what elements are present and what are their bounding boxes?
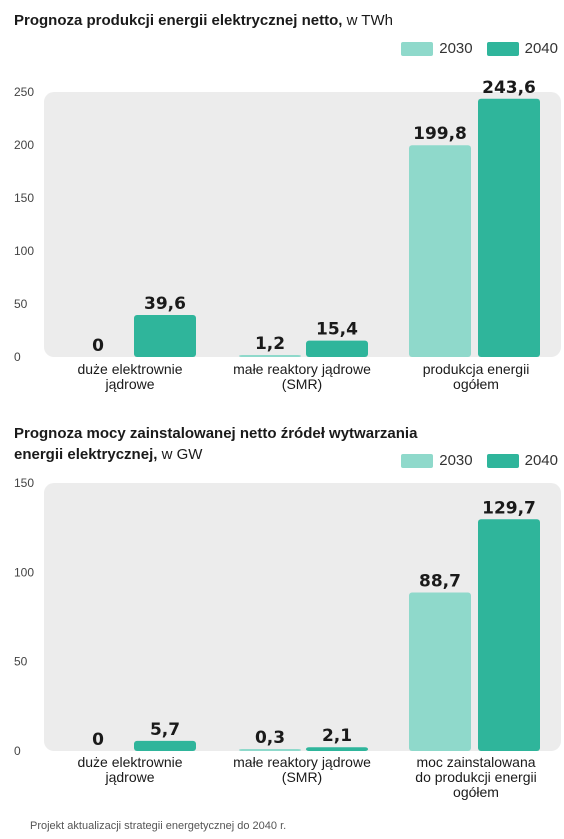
data-label: 15,4 <box>316 320 358 340</box>
chart-energy-production: Prognoza produkcji energii elektrycznej … <box>0 0 564 400</box>
category-label: (SMR) <box>282 769 322 785</box>
bar-2030 <box>239 355 301 357</box>
legend-item-2030: 2030 <box>401 40 473 57</box>
data-label: 39,6 <box>144 294 186 314</box>
category-label: duże elektrownie <box>77 754 182 770</box>
data-label: 1,2 <box>255 334 285 354</box>
legend-item-2030: 2030 <box>401 452 473 469</box>
data-label: 2,1 <box>322 726 352 746</box>
category-label: produkcja energii <box>423 361 530 377</box>
chart-legend: 2030 2040 <box>387 452 558 469</box>
y-tick-label: 100 <box>14 565 34 579</box>
bar-2040 <box>478 98 540 357</box>
legend-item-2040: 2040 <box>486 452 558 469</box>
y-tick-label: 150 <box>14 191 34 205</box>
legend-swatch-2030 <box>401 41 434 56</box>
data-label: 243,6 <box>482 78 536 98</box>
category-label: małe reaktory jądrowe <box>233 361 371 377</box>
y-tick-label: 200 <box>14 138 34 152</box>
y-tick-label: 250 <box>14 85 34 99</box>
data-label: 5,7 <box>150 720 180 740</box>
category-label: jądrowe <box>104 769 154 785</box>
legend-label-2040: 2040 <box>524 40 558 57</box>
bar-2030 <box>409 145 471 357</box>
bar-2040 <box>306 340 368 357</box>
category-label: duże elektrownie <box>77 361 182 377</box>
y-tick-label: 100 <box>14 244 34 258</box>
bar-chart-svg: 0 50 100 150 200 250 0 1,2 199,8 39,6 15,4 243,6 duż… <box>14 78 561 392</box>
legend-swatch-2040 <box>486 453 519 468</box>
legend-item-2040: 2040 <box>486 40 558 57</box>
chart-installed-capacity: Prognoza mocy zainstalowanej netto źróde… <box>14 425 561 800</box>
legend-swatch-2030 <box>401 453 434 468</box>
bar-2040 <box>306 747 368 751</box>
bar-2040 <box>134 315 196 357</box>
legend-label-2040: 2040 <box>524 452 558 469</box>
data-label: 0,3 <box>255 728 285 748</box>
bar-chart-svg: 0 50 100 150 0 0,3 88,7 5,7 2,1 129,7 duże elektro… <box>14 476 561 800</box>
y-tick-label: 150 <box>14 476 34 490</box>
category-label: jądrowe <box>104 376 154 392</box>
category-label: małe reaktory jądrowe <box>233 754 371 770</box>
y-tick-label: 0 <box>14 350 21 364</box>
bar-2040 <box>134 740 196 751</box>
chart-title: Prognoza produkcji energii elektrycznej … <box>14 12 393 29</box>
chart-legend: 2030 2040 <box>387 40 558 57</box>
category-label: (SMR) <box>282 376 322 392</box>
legend-label-2030: 2030 <box>439 40 473 57</box>
data-label: 0 <box>92 336 104 356</box>
data-label: 129,7 <box>482 498 536 518</box>
category-label: do produkcji energii <box>415 769 536 785</box>
source-note: Projekt aktualizacji strategii energetyc… <box>30 820 287 832</box>
data-label: 0 <box>92 730 104 750</box>
y-tick-label: 50 <box>14 655 28 669</box>
legend-swatch-2040 <box>486 41 519 56</box>
legend-label-2030: 2030 <box>439 452 473 469</box>
y-tick-label: 50 <box>14 297 28 311</box>
category-label: moc zainstalowana <box>416 754 535 770</box>
bar-2030 <box>239 749 301 751</box>
bar-2040 <box>478 519 540 751</box>
data-label: 88,7 <box>419 572 461 592</box>
category-label: ogółem <box>453 376 499 392</box>
bar-2030 <box>409 592 471 751</box>
chart-title: Prognoza mocy zainstalowanej netto źróde… <box>14 425 418 463</box>
y-tick-label: 0 <box>14 744 21 758</box>
data-label: 199,8 <box>413 124 467 144</box>
category-label: ogółem <box>453 784 499 800</box>
